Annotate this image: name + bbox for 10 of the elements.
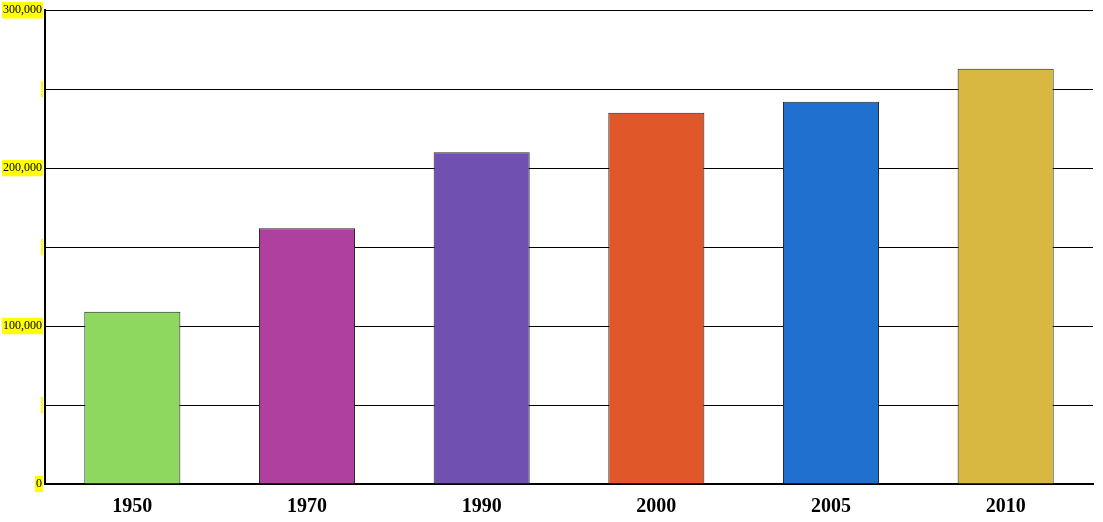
x-tick-label: 2010 [985, 494, 1026, 517]
x-tick-label: 2000 [636, 494, 677, 517]
x-tick-label: 1950 [112, 494, 153, 517]
x-tick-label: 1970 [287, 494, 327, 517]
y-tick-label: 300,000 [3, 2, 42, 17]
x-tick-label: 1990 [461, 494, 502, 517]
x-tick-label: 2005 [811, 494, 851, 517]
y-tick-label: 200,000 [3, 160, 42, 175]
y-tick-label: 100,000 [3, 318, 42, 333]
y-tick-label: 0 [36, 476, 42, 491]
